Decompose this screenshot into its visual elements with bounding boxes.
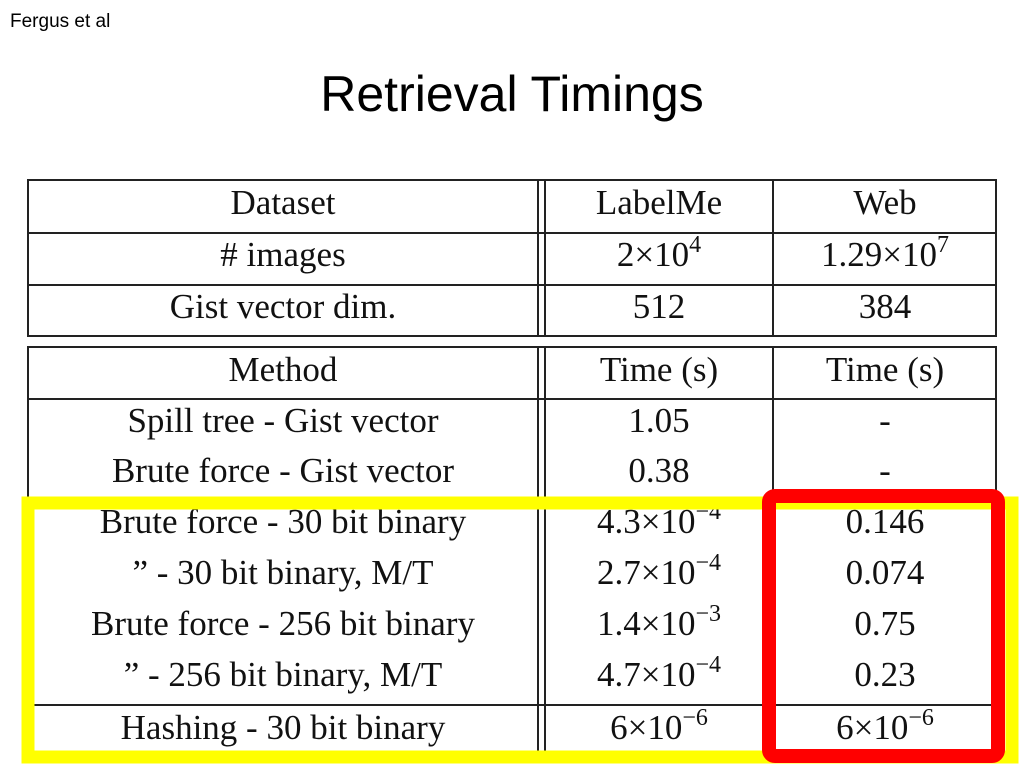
table-cell: Time (s) bbox=[600, 350, 718, 389]
table-cell: 6×10−6 bbox=[836, 705, 934, 748]
table-cell: 1.29×107 bbox=[821, 232, 949, 275]
table-cell: Method bbox=[229, 350, 338, 389]
cell-base: 2.7×10 bbox=[597, 553, 696, 592]
table-cell: 0.23 bbox=[854, 655, 915, 694]
table-cell: 512 bbox=[633, 287, 686, 326]
table-cell: Time (s) bbox=[826, 350, 944, 389]
cell-base: 6×10 bbox=[836, 708, 908, 747]
table-cell: 0.074 bbox=[846, 553, 925, 592]
cell-exponent: −6 bbox=[682, 705, 708, 731]
table-cell: 384 bbox=[859, 287, 912, 326]
table1-frame bbox=[27, 179, 997, 337]
cell-base: 6×10 bbox=[610, 708, 682, 747]
cell-exponent: 7 bbox=[937, 232, 949, 258]
table-cell: 0.75 bbox=[854, 604, 915, 643]
slide-title: Retrieval Timings bbox=[320, 66, 703, 122]
table-cell: 2.7×10−4 bbox=[597, 550, 721, 593]
table-cell: Spill tree - Gist vector bbox=[127, 401, 438, 440]
table-cell: 6×10−6 bbox=[610, 705, 708, 748]
table-cell: Brute force - Gist vector bbox=[112, 451, 454, 490]
table-cell: 1.4×10−3 bbox=[597, 601, 721, 644]
highlight-yellow bbox=[21, 496, 1019, 764]
cell-exponent: −6 bbox=[908, 705, 934, 731]
table-cells: Dataset LabelMe Web # images 2×104 1.29×107 Gi… bbox=[91, 183, 949, 747]
cell-exponent: 4 bbox=[689, 232, 701, 258]
highlight-red bbox=[762, 489, 1005, 763]
table-cell: 1.05 bbox=[628, 401, 689, 440]
table-cell: Brute force - 256 bit binary bbox=[91, 604, 475, 643]
table-cell: - bbox=[879, 451, 891, 490]
table-cell: 0.38 bbox=[628, 451, 689, 490]
cell-exponent: −4 bbox=[695, 652, 721, 678]
table-cell: # images bbox=[220, 235, 345, 274]
table-cell: LabelMe bbox=[596, 183, 722, 222]
table-cell: Web bbox=[853, 183, 916, 222]
table-cell: - bbox=[879, 401, 891, 440]
cell-base: 4.7×10 bbox=[597, 655, 696, 694]
table-cell: 2×104 bbox=[617, 232, 701, 275]
table-cell: Hashing - 30 bit binary bbox=[121, 708, 446, 747]
table-cell: 4.7×10−4 bbox=[597, 652, 721, 695]
table-cell: ” - 256 bit binary, M/T bbox=[124, 655, 443, 694]
cell-base: 2×10 bbox=[617, 235, 689, 274]
cell-base: 1.29×10 bbox=[821, 235, 937, 274]
table-cell: ” - 30 bit binary, M/T bbox=[132, 553, 433, 592]
table-cell: Gist vector dim. bbox=[170, 287, 397, 326]
author: Fergus et al bbox=[10, 11, 110, 32]
cell-base: 1.4×10 bbox=[597, 604, 696, 643]
cell-exponent: −4 bbox=[695, 550, 721, 576]
table-cell: Dataset bbox=[231, 183, 336, 222]
cell-exponent: −3 bbox=[695, 601, 721, 627]
